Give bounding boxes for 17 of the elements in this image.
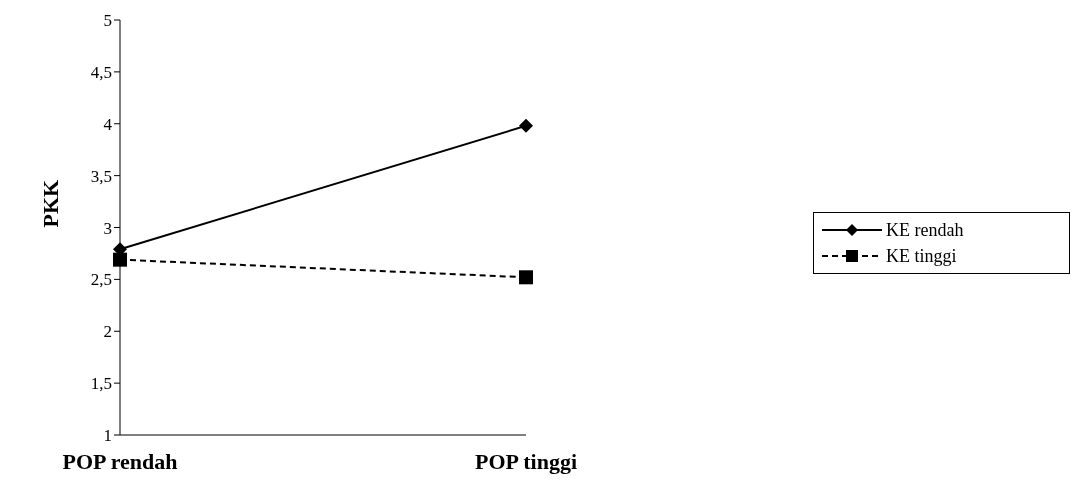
y-tick-label: 4 (103, 114, 113, 134)
y-axis-title: PKK (37, 179, 63, 228)
point (519, 270, 533, 285)
y-tick-label: 3,5 (90, 166, 112, 186)
point (519, 118, 533, 133)
y-tick-label: 1,5 (90, 374, 112, 394)
y-tick-label: 1 (103, 426, 112, 446)
y-tick-label: 4,5 (90, 62, 112, 82)
point (113, 252, 127, 267)
legend-label: KE rendah (886, 219, 964, 241)
legend-label: KE tinggi (886, 245, 957, 267)
y-tick-label: 5 (103, 11, 112, 31)
x-tick-label: POP rendah (62, 448, 178, 474)
y-tick-label: 3 (103, 218, 112, 238)
y-tick-label: 2 (103, 322, 112, 342)
x-tick-label: POP tinggi (474, 448, 578, 474)
y-tick-label: 2,5 (90, 270, 112, 290)
